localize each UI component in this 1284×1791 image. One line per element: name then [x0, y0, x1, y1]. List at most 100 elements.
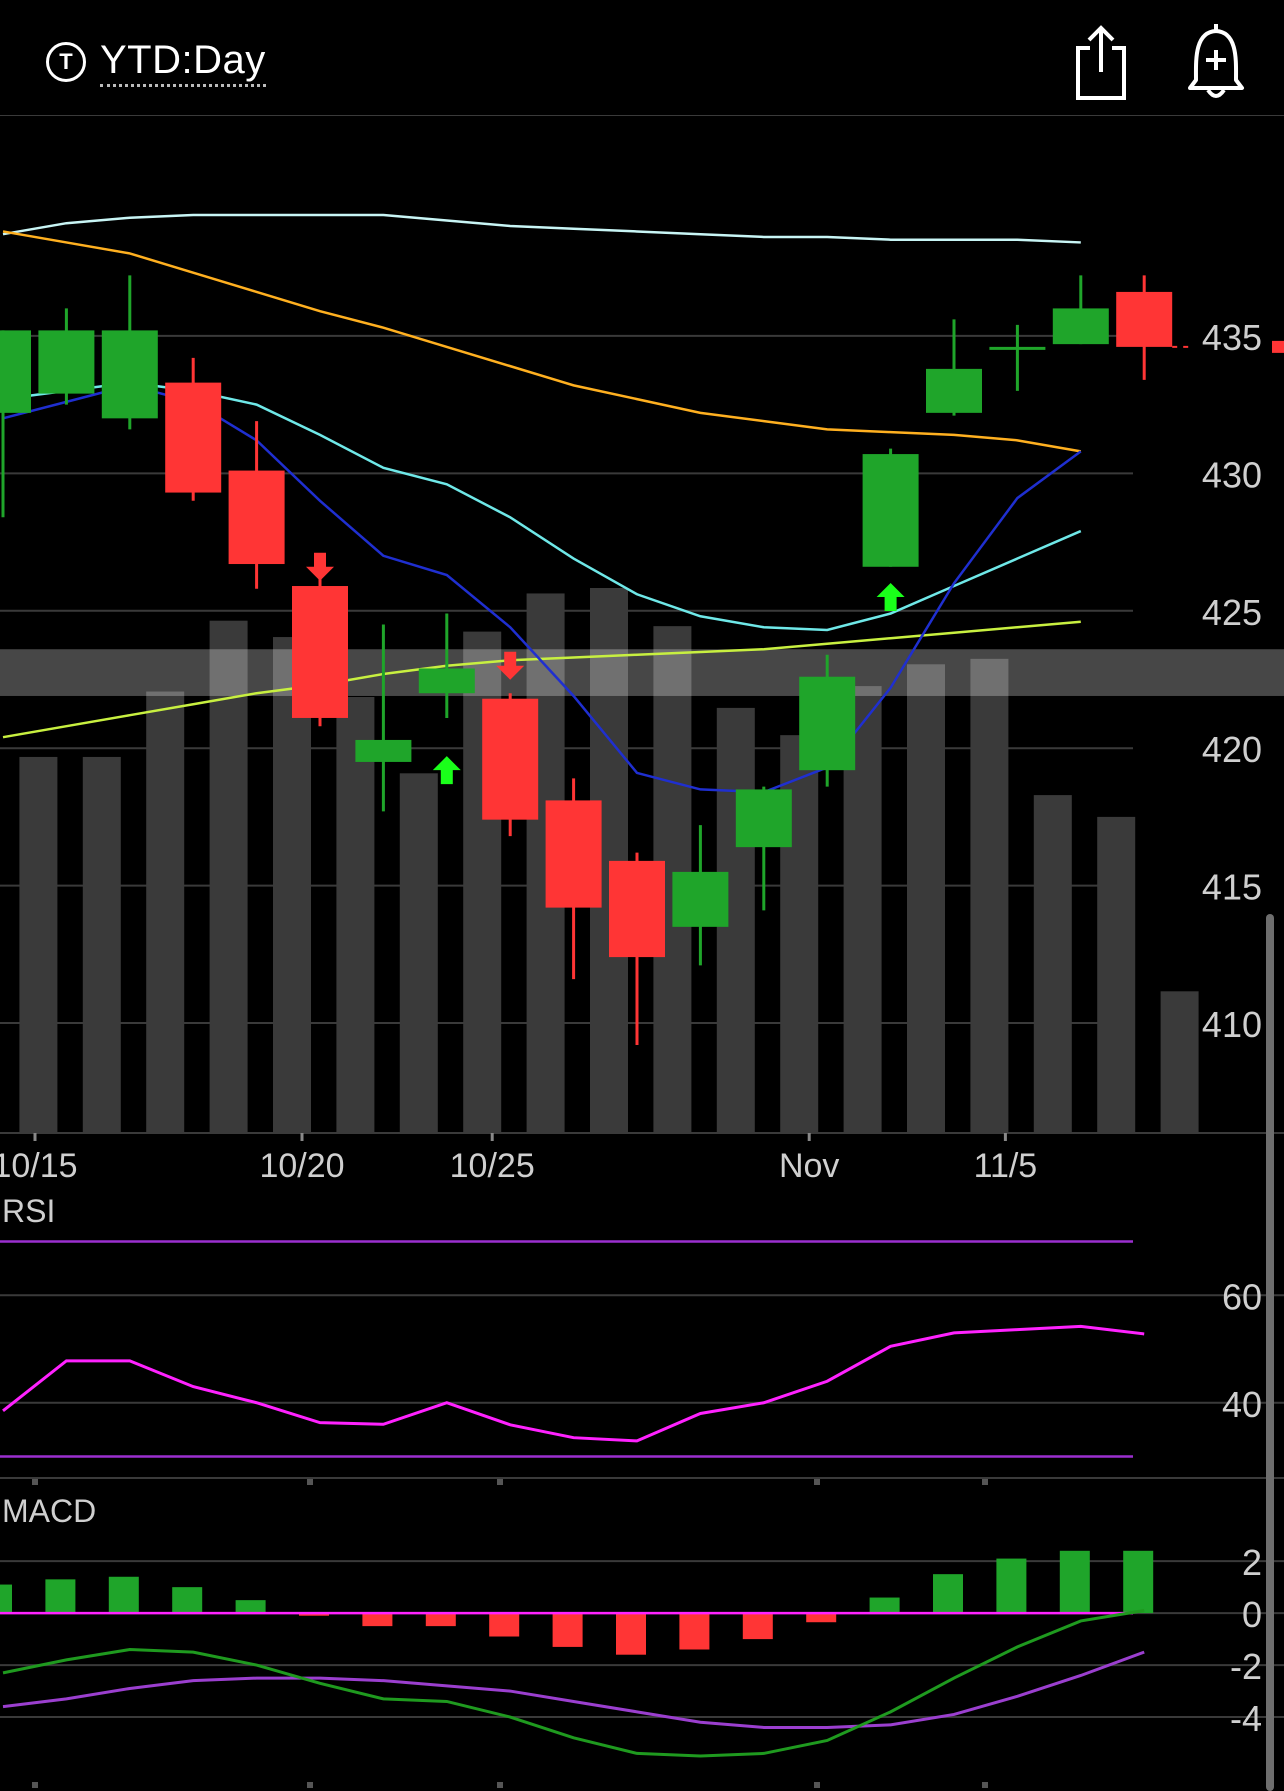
candle-up	[418, 668, 475, 694]
price-axis-label: 425	[1202, 592, 1262, 633]
panel-tick-mark	[307, 1479, 313, 1485]
macd-hist-bar-negative	[489, 1613, 520, 1637]
sma-top-line	[2, 213, 1081, 244]
t-badge-icon: T	[46, 42, 86, 82]
price-axis-label: 420	[1202, 729, 1262, 770]
sma-mid-line	[2, 381, 1082, 632]
chart-header: T YTD:Day	[0, 0, 1284, 116]
volume-bar	[19, 756, 58, 1133]
macd-hist-bar-negative	[679, 1613, 710, 1650]
macd-hist-bar-positive	[869, 1597, 900, 1614]
panel-tick-mark	[814, 1782, 820, 1788]
candle-down	[292, 586, 348, 718]
macd-hist-bar-negative	[806, 1613, 837, 1623]
panel-tick-mark	[814, 1479, 820, 1485]
macd-hist-bar-positive	[235, 1600, 266, 1614]
macd-hist-bar-negative	[552, 1613, 583, 1647]
x-axis-label: 10/20	[259, 1147, 344, 1185]
rsi-line	[2, 1324, 1145, 1443]
macd-axis-label: -4	[1230, 1698, 1262, 1739]
buy-signal-arrow	[876, 583, 905, 612]
panel-tick-mark	[32, 1782, 38, 1788]
candle-up	[735, 789, 792, 848]
rsi-title: RSI	[2, 1193, 55, 1229]
add-alert-icon[interactable]	[1180, 22, 1252, 102]
price-axis-label: 435	[1202, 317, 1262, 358]
macd-axis-label: 2	[1242, 1542, 1262, 1583]
volume-bar	[1033, 795, 1072, 1133]
macd-hist-bar-positive	[996, 1558, 1027, 1614]
sell-signal-arrow	[496, 651, 525, 680]
x-axis-label: 10/25	[450, 1147, 535, 1185]
volume-bar	[1097, 816, 1136, 1133]
macd-hist-bar-positive	[1059, 1550, 1090, 1614]
volume-bar	[82, 756, 121, 1133]
panel-tick-mark	[982, 1782, 988, 1788]
price-axis-label: 415	[1202, 867, 1262, 908]
vertical-scrollbar[interactable]	[1266, 914, 1274, 1791]
panel-tick-mark	[497, 1479, 503, 1485]
macd-hist-bar-negative	[616, 1613, 646, 1655]
panel-tick-mark	[32, 1479, 38, 1485]
price-axis-label: 410	[1202, 1004, 1262, 1045]
panel-tick-mark	[982, 1479, 988, 1485]
candle-up	[1052, 308, 1109, 345]
buy-signal-arrow	[432, 756, 461, 785]
sell-signal-arrow	[306, 552, 334, 581]
candle-up	[989, 346, 1046, 350]
candle-down	[165, 382, 222, 493]
volume-bar	[907, 664, 945, 1133]
macd-hist-bar-positive	[933, 1574, 963, 1614]
x-axis-label: 10/15	[0, 1147, 78, 1185]
candle-up	[101, 330, 158, 419]
candle-down	[482, 698, 539, 820]
x-axis-label: 11/5	[974, 1147, 1038, 1185]
candle-up	[799, 676, 856, 771]
time-range-label: YTD:Day	[100, 38, 266, 87]
candle-up	[672, 871, 729, 927]
candle-down	[609, 860, 665, 958]
macd-hist-bar-positive	[172, 1587, 203, 1614]
candle-down	[545, 800, 602, 908]
macd-hist-bar-negative	[742, 1613, 773, 1640]
rsi-axis-label: 40	[1222, 1384, 1262, 1425]
macd-title: MACD	[2, 1493, 96, 1529]
macd-hist-bar-positive	[0, 1584, 12, 1614]
volume-bar	[399, 773, 438, 1133]
sma-long-line	[2, 620, 1081, 739]
candle-down	[1116, 291, 1173, 347]
panel-tick-mark	[497, 1782, 503, 1788]
volume-bar	[1160, 991, 1199, 1133]
volume-bar	[209, 620, 248, 1133]
candle-up	[926, 368, 982, 413]
volume-bar	[336, 697, 375, 1133]
volume-bar	[970, 658, 1009, 1133]
macd-hist-bar-negative	[362, 1613, 393, 1627]
candle-down	[228, 470, 285, 565]
last-price-tag	[1272, 340, 1284, 353]
macd-hist-bar-positive	[45, 1579, 76, 1614]
macd-hist-bar-positive	[108, 1576, 139, 1614]
candle-up	[862, 454, 919, 567]
macd-axis-label: -2	[1230, 1646, 1262, 1687]
x-axis-label: Nov	[779, 1147, 839, 1185]
macd-hist-bar-negative	[425, 1613, 456, 1627]
macd-axis-label: 0	[1242, 1594, 1262, 1635]
panel-tick-mark	[307, 1782, 313, 1788]
share-icon[interactable]	[1072, 22, 1144, 102]
time-range-selector[interactable]: T YTD:Day	[46, 36, 266, 88]
candle-up	[355, 739, 412, 762]
price-zone-band	[0, 649, 1284, 696]
macd-hist-bar-negative	[299, 1613, 329, 1616]
rsi-axis-label: 60	[1222, 1276, 1262, 1317]
sma-slow-line	[2, 230, 1082, 453]
volume-bar	[146, 691, 185, 1133]
candle-up	[0, 330, 31, 413]
macd-signal-line	[2, 1650, 1145, 1729]
volume-bar	[273, 637, 311, 1133]
macd-line	[2, 1609, 1145, 1758]
candle-up	[38, 330, 95, 394]
price-axis-label: 430	[1202, 454, 1262, 495]
macd-hist-bar-positive	[1123, 1550, 1154, 1614]
